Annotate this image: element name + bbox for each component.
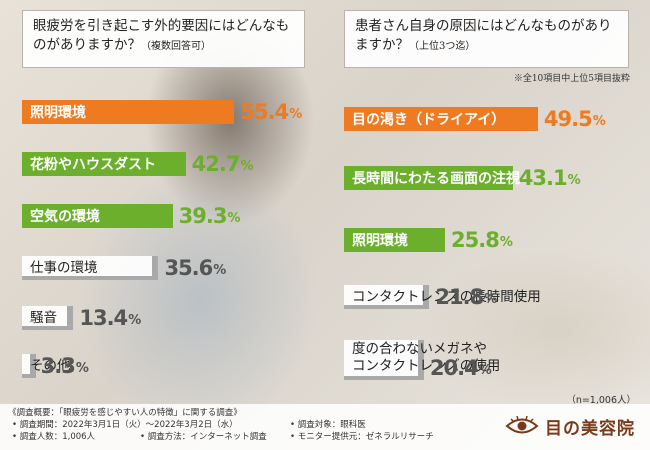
- footer-provider: • モニター提供元：ゼネラルリサーチ: [290, 432, 434, 442]
- footer-target: • 調査対象：眼科医: [290, 420, 366, 430]
- right-question-title: 患者さん自身の原因にはどんなものがありますか？: [355, 18, 612, 53]
- value-label: 13.4%: [79, 306, 141, 330]
- brand-logo: 目の美容院: [505, 410, 645, 442]
- bar-left-2: 花粉やハウスダスト: [22, 152, 186, 176]
- right-question-subtitle: （上位3つ迄）: [409, 41, 476, 52]
- bar-label: 照明環境: [352, 233, 408, 249]
- right-question-box: 患者さん自身の原因にはどんなものがありますか？（上位3つ迄）: [344, 10, 629, 68]
- value-label: 3.3%: [40, 354, 89, 378]
- value-label: 20.4%: [429, 356, 492, 380]
- left-question-title: 眼疲労を引き起こす外的要因にはどんなものがありますか？: [33, 18, 290, 53]
- bar-label: 空気の環境: [30, 209, 100, 225]
- value-label: 39.3%: [178, 204, 241, 228]
- bar-right-5: 度の合わないメガネや コンタクトレンズの使用: [344, 340, 500, 380]
- bar-left-3: 空気の環境: [22, 204, 173, 228]
- value-label: 42.7%: [191, 152, 254, 176]
- value-label: 21.8%: [435, 285, 497, 309]
- bar-label: 照明環境: [30, 105, 86, 121]
- footer-method: • 調査方法：インターネット調査: [140, 432, 267, 442]
- footer-survey-title: 《調査概要：「眼疲労を感じやすい人の特徴」に関する調査》: [8, 408, 242, 418]
- sample-size-label: （n=1,006人）: [566, 395, 636, 406]
- bar-label: 花粉やハウスダスト: [30, 157, 156, 173]
- bar-label: 度の合わないメガネや コンタクトレンズの使用: [352, 341, 501, 374]
- bar-left-5: 騒音: [22, 306, 74, 330]
- left-question-subtitle: （複数回答可）: [141, 41, 211, 52]
- bar-right-1: 目の渇き（ドライアイ）: [344, 107, 538, 131]
- bar-left-1: 照明環境: [22, 100, 235, 124]
- bar-label: 騒音: [30, 310, 57, 326]
- right-chart-note: ※全10項目中上位5項目抜粋: [513, 74, 630, 84]
- bar-label: その他: [30, 358, 71, 374]
- bar-right-3: 照明環境: [344, 228, 446, 252]
- value-label: 49.5%: [543, 107, 606, 131]
- value-label: 35.6%: [164, 256, 226, 280]
- value-label: 43.1%: [518, 166, 581, 190]
- eye-icon: [505, 415, 539, 434]
- value-label: 55.4%: [240, 100, 302, 124]
- survey-footer: 《調査概要：「眼疲労を感じやすい人の特徴」に関する調査》 • 調査期間：2022…: [0, 404, 650, 450]
- logo-text: 目の美容院: [545, 418, 635, 439]
- footer-period: • 調査期間：2022年3月1日（火）〜2022年3月2日（水）: [12, 420, 238, 430]
- bar-right-2: 長時間にわたる画面の注視: [344, 166, 520, 190]
- bar-right-4: コンタクトレンズの長時間使用: [344, 285, 541, 309]
- bar-label: コンタクトレンズの長時間使用: [352, 289, 541, 305]
- left-question-box: 眼疲労を引き起こす外的要因にはどんなものがありますか？（複数回答可）: [22, 10, 305, 68]
- bar-label: 目の渇き（ドライアイ）: [352, 112, 506, 128]
- footer-count: • 調査人数：1,006人: [12, 432, 96, 442]
- bar-left-6: その他: [22, 354, 71, 378]
- bar-label: 仕事の環境: [30, 260, 98, 276]
- bar-left-4: 仕事の環境: [22, 256, 159, 280]
- value-label: 25.8%: [451, 228, 513, 252]
- bar-label: 長時間にわたる画面の注視: [352, 171, 520, 187]
